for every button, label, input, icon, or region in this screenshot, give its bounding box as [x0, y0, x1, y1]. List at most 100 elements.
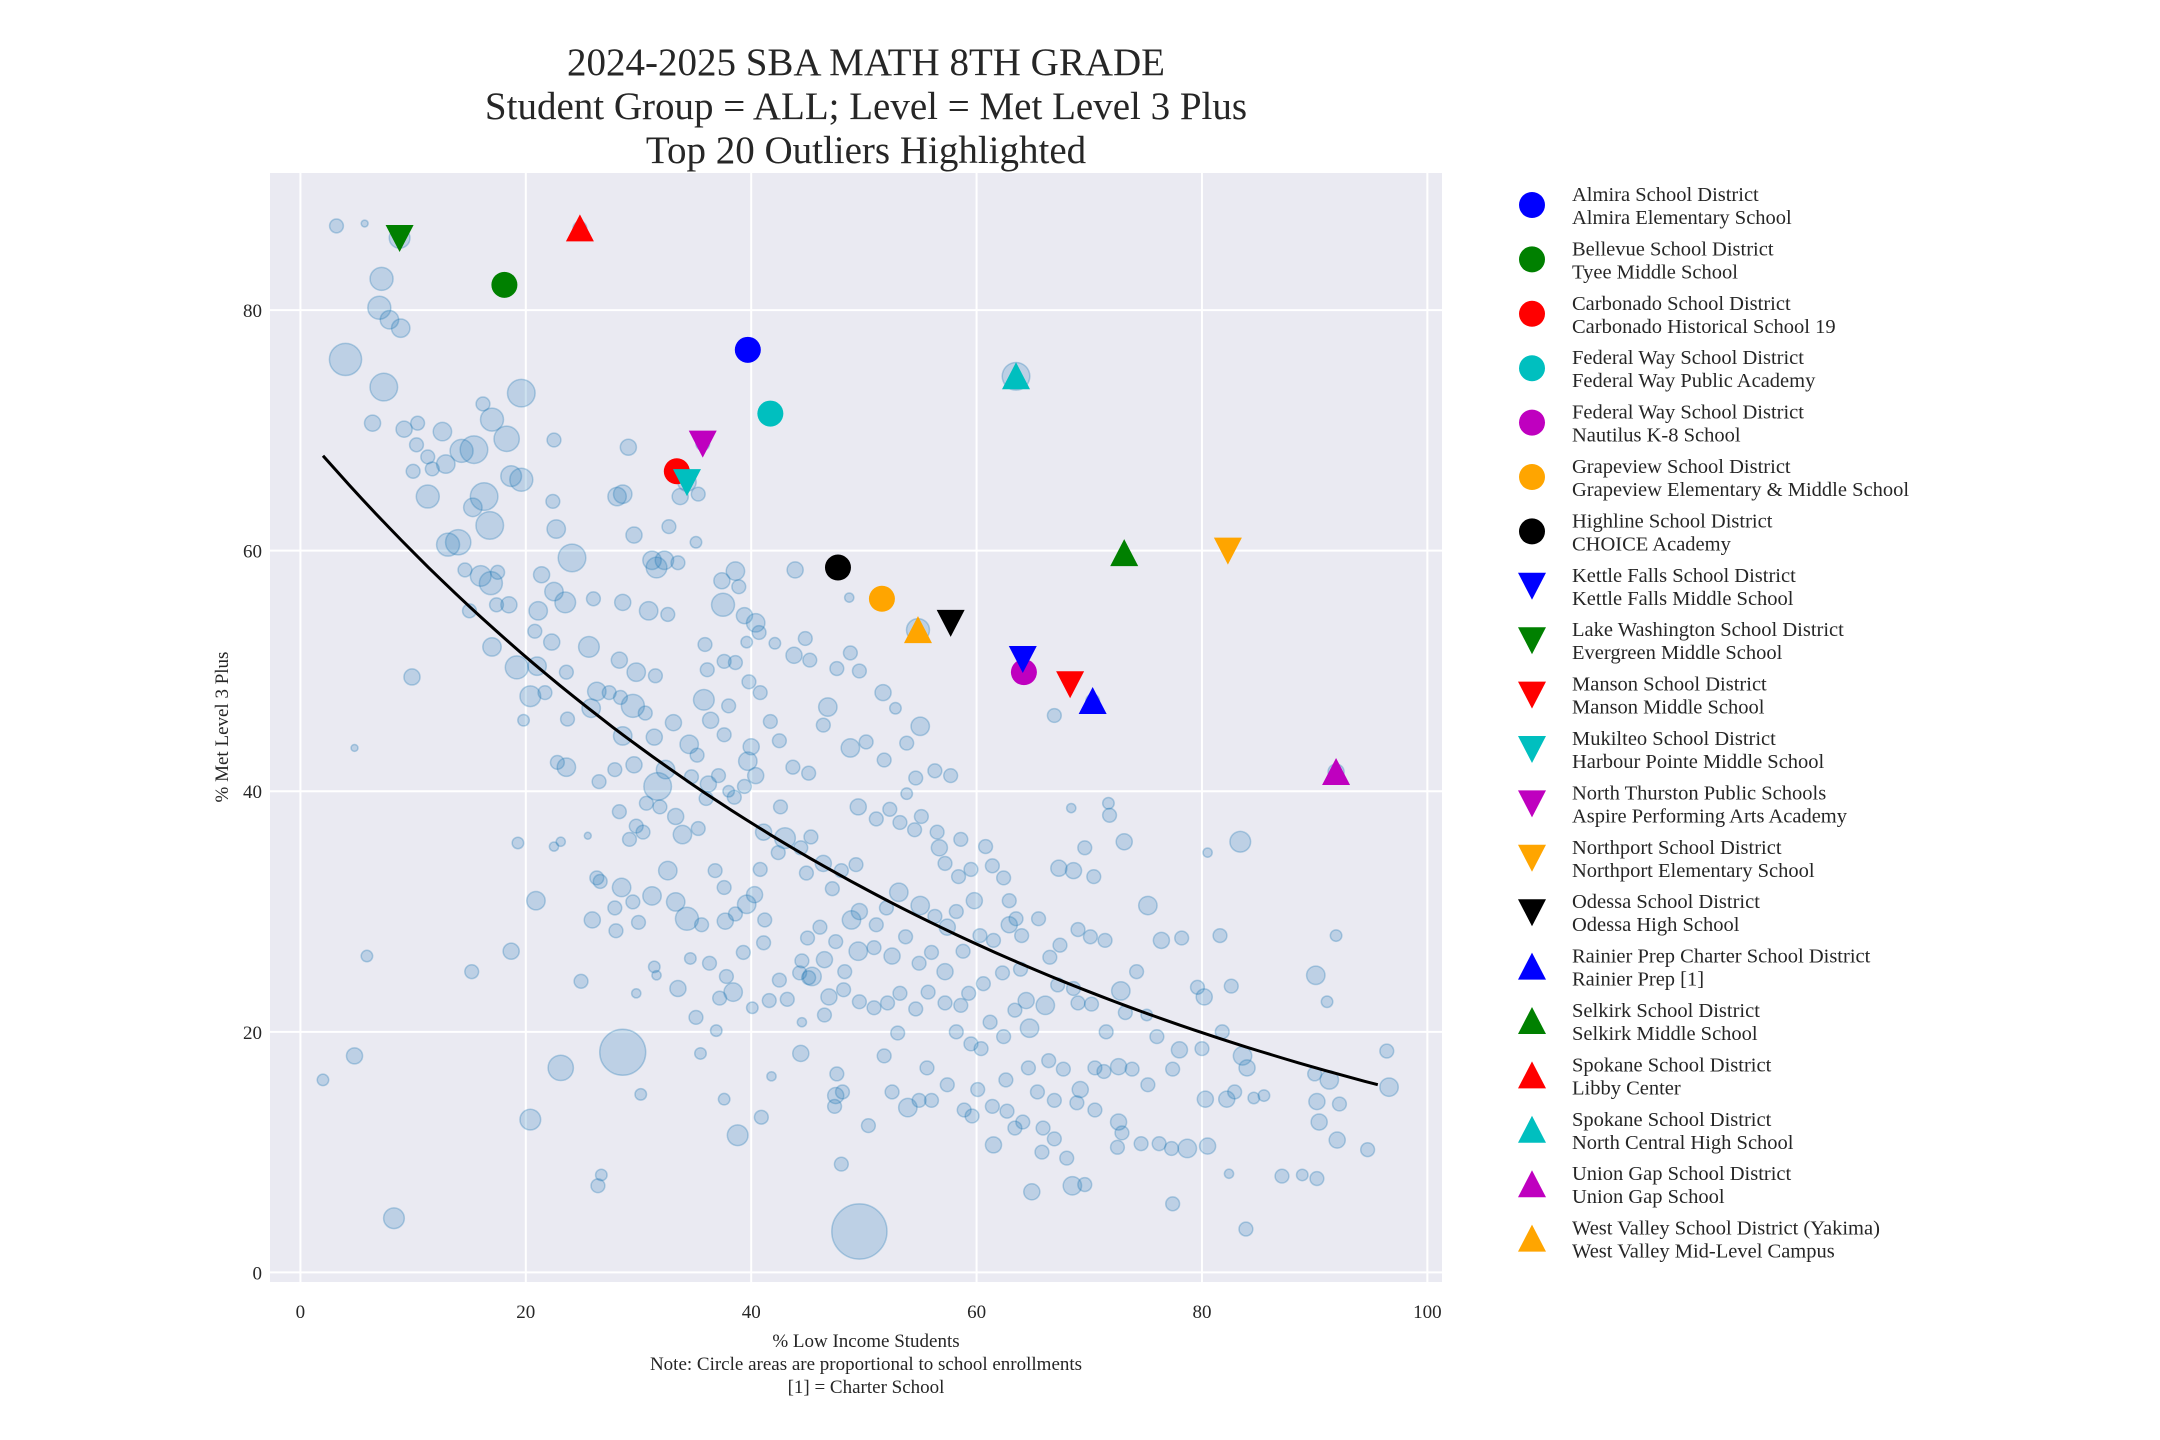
background-bubble: [707, 862, 723, 879]
background-bubble: [840, 737, 861, 758]
background-bubble: [929, 824, 945, 840]
background-bubble: [642, 550, 662, 571]
background-bubble: [745, 612, 766, 633]
background-bubble: [654, 550, 675, 571]
background-bubble: [963, 1036, 979, 1052]
plot-area: [270, 173, 1442, 1282]
background-bubble: [328, 342, 363, 377]
background-bubble: [591, 773, 607, 790]
background-bubble: [752, 684, 768, 701]
background-bubble: [594, 1168, 608, 1182]
background-bubble: [1310, 1113, 1328, 1131]
background-bubbles: [316, 218, 1399, 1260]
background-bubble: [585, 591, 602, 607]
background-bubble: [1097, 932, 1113, 949]
background-bubble: [613, 593, 632, 612]
background-bubble: [953, 831, 969, 848]
highlight-marker-triangle-down: [688, 430, 717, 458]
background-bubble: [1305, 965, 1326, 986]
background-bubble: [666, 807, 685, 826]
legend-district: Lake Washington School District: [1572, 619, 1844, 641]
background-bubble: [502, 942, 520, 961]
background-bubble: [786, 561, 804, 579]
x-axis-ticks: 0 20 40 60 80 100: [296, 1302, 1442, 1323]
x-tick-label: 20: [516, 1302, 535, 1323]
legend-marker-triangle-down-icon: [1518, 790, 1546, 818]
background-bubble: [395, 420, 413, 439]
background-bubble: [672, 824, 693, 845]
legend-marker-circle-icon: [1519, 409, 1545, 436]
background-bubble: [1137, 895, 1158, 916]
background-bubble: [908, 770, 924, 786]
highlight-marker-triangle-up: [565, 214, 594, 242]
background-bubble: [1295, 1168, 1309, 1182]
background-bubble: [690, 486, 706, 502]
background-bubble: [762, 713, 779, 730]
background-bubble: [1189, 979, 1206, 995]
background-bubble: [556, 757, 577, 778]
background-bubble: [755, 935, 772, 951]
background-bubble: [350, 743, 359, 753]
legend-marker-circle-icon: [1519, 464, 1545, 490]
background-bubble: [963, 861, 979, 878]
background-bubble: [731, 579, 747, 595]
background-bubble: [432, 421, 453, 442]
background-bubble: [770, 844, 786, 861]
background-bubble: [637, 705, 653, 721]
background-bubble: [669, 979, 687, 998]
legend-marker-circle-icon: [1519, 300, 1545, 327]
background-bubble: [469, 564, 492, 588]
background-bubble: [842, 645, 859, 661]
background-bubble: [690, 820, 706, 837]
background-bubble: [1115, 832, 1134, 851]
background-bubble: [930, 838, 949, 857]
legend-school: Rainier Prep [1]: [1572, 969, 1704, 991]
trend-line: [321, 454, 1379, 1087]
background-bubble: [607, 761, 623, 778]
background-bubble: [717, 1092, 731, 1106]
legend-school: Harbour Pointe Middle School: [1572, 751, 1825, 773]
background-bubble: [1226, 1084, 1243, 1100]
background-bubble: [815, 717, 831, 733]
background-bubble: [1274, 1168, 1290, 1184]
background-bubble: [1223, 1168, 1235, 1180]
background-bubble: [713, 571, 731, 590]
background-bubble: [948, 1024, 964, 1040]
background-bubble: [843, 592, 855, 603]
background-bubble: [792, 965, 808, 981]
legend-item: West Valley School District (Yakima)West…: [1518, 1218, 1880, 1263]
background-bubble: [726, 1124, 749, 1147]
background-bubble: [462, 497, 483, 518]
background-bubble: [699, 662, 715, 678]
background-bubble: [601, 684, 617, 701]
background-bubble: [1223, 978, 1239, 994]
legend-district: Mukilteo School District: [1572, 728, 1776, 750]
background-bubble: [1165, 1061, 1181, 1077]
legend-district: Carbonado School District: [1572, 293, 1791, 315]
background-bubble: [884, 1084, 900, 1100]
background-bubble: [911, 1092, 927, 1109]
background-bubble: [620, 693, 646, 719]
background-bubble: [1359, 1142, 1376, 1158]
background-bubble: [937, 995, 953, 1011]
background-bubble: [625, 526, 643, 544]
background-bubble: [910, 895, 931, 916]
background-bubble: [890, 1025, 906, 1041]
highlight-marker-triangle-down: [1213, 537, 1242, 565]
background-bubble: [710, 767, 727, 784]
background-bubble: [835, 982, 852, 998]
background-bubble: [519, 1108, 542, 1131]
legend-school: Carbonado Historical School 19: [1572, 316, 1836, 338]
background-bubble: [670, 555, 686, 571]
background-bubble: [768, 636, 782, 650]
background-bubble: [1046, 1092, 1062, 1109]
background-bubble: [785, 759, 801, 775]
background-bubble: [826, 1086, 845, 1105]
background-bubble: [923, 944, 940, 961]
background-bubble: [645, 728, 664, 746]
background-bubble: [1195, 988, 1214, 1006]
background-bubble: [1170, 1041, 1189, 1059]
